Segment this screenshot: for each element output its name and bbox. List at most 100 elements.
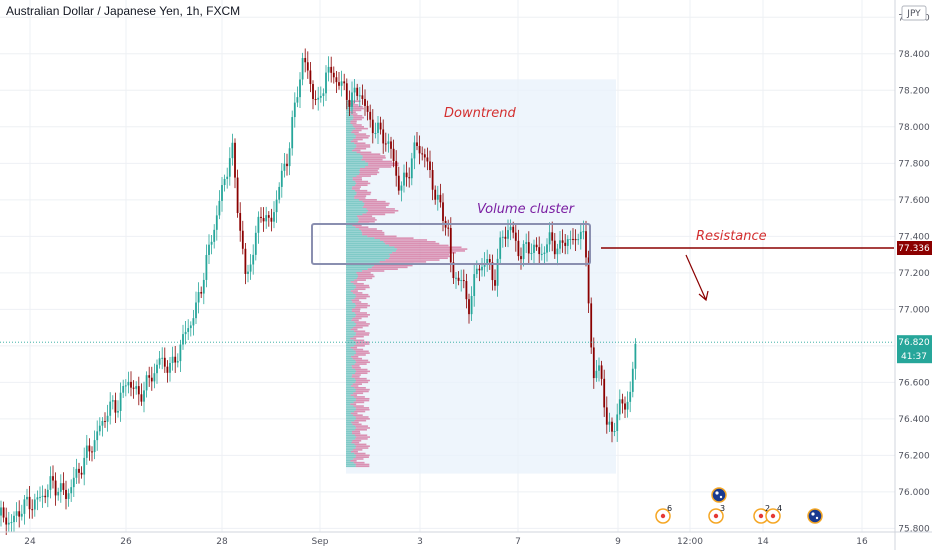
volume-profile-bar-down [350,337,357,340]
candle-body [262,218,265,222]
volume-profile-bar-up [346,140,351,143]
volume-profile-bar-down [357,275,375,278]
volume-cluster-box[interactable] [311,223,591,265]
y-tick-label: 77.400 [898,232,930,242]
volume-profile-bar-down [352,432,361,435]
volume-profile-bar-up [346,171,360,174]
volume-profile-bar-down [350,403,357,406]
candle-body [28,496,31,510]
candle-body [332,72,335,78]
candle-body [509,226,512,231]
candle-body [143,390,145,402]
candle-body [436,194,439,200]
volume-profile-bar-down [389,244,449,247]
volume-profile-bar-up [346,306,355,309]
volume-profile-bar-up [346,151,357,154]
volume-profile-bar-down [356,135,370,137]
candle-body [26,496,28,500]
time-axis[interactable]: 24 26 28 Sep 3 7 9 12:00 14 16 [0,531,932,547]
candle-body [626,401,629,410]
resistance-price-tag: 77.336 [897,241,932,256]
y-tick-label: 77.000 [898,305,930,315]
volume-profile-bar-up [346,323,357,325]
volume-profile-bar-up [346,268,368,270]
bar-countdown: 41:37 [901,352,927,362]
volume-profile-bar-down [392,251,456,254]
volume-profile-bar-down [351,355,359,358]
volume-profile-bar-up [346,142,355,145]
resistance-arrow[interactable] [685,254,709,302]
volume-profile-bar-up [346,346,351,349]
volume-profile-bar-down [352,129,362,132]
chart-title: Australian Dollar / Japanese Yen, 1h, FX… [6,4,241,18]
volume-profile-bar-up [346,465,356,468]
volume-profile-bar-down [351,376,360,378]
candle-body [275,199,278,213]
volume-profile-bar-up [346,432,353,435]
x-tick-label: 9 [615,537,621,547]
volume-profile-bar-down [356,314,370,316]
candle-body [182,334,184,345]
volume-profile-bar-down [356,436,370,438]
candle-body [267,215,270,218]
volume-profile-bar-down [355,332,370,334]
candle-body [582,231,585,233]
volume-profile-bar-up [346,244,390,247]
candle-body [462,280,465,282]
candle-body [535,244,538,248]
candle-body [291,117,294,149]
volume-profile-bar-down [380,239,428,241]
candle-body [595,370,598,379]
volume-profile-bar-down [394,246,462,249]
volume-profile-bar-down [356,370,370,373]
candle-body [65,489,67,499]
candle-body [574,238,577,241]
candle-body [288,148,291,167]
volume-profile-bar-up [346,363,355,365]
volume-profile-bar-up [346,332,356,334]
volume-profile-bar-down [385,259,440,261]
volume-profile-bar-up [346,452,355,455]
candle-body [249,264,252,272]
volume-profile-bar-down [352,186,361,188]
volume-profile-bar-down [352,449,363,451]
candle-body [137,386,140,395]
volume-profile-bar-up [346,299,352,302]
candle-body [325,72,327,94]
volume-profile-bar-up [346,118,353,121]
volume-profile-bar-down [353,282,364,285]
volume-profile-bar-down [353,396,365,398]
volume-profile-bar-up [346,379,357,382]
candle-body [127,381,130,386]
volume-profile-bar-down [350,113,358,115]
volume-profile-bar-up [346,279,355,281]
volume-profile-bar-up [346,456,356,458]
candle-body [449,227,452,263]
volume-profile-bar-down [367,235,397,238]
event-count-label: 3 [720,504,725,513]
candle-body [166,366,169,373]
volume-profile-bar-down [352,357,363,360]
candle-body [327,66,330,73]
australia-flag-icon[interactable] [711,487,727,503]
candle-body [439,194,442,203]
volume-profile-bar-down [367,268,398,270]
volume-profile-bar-down [395,250,466,252]
volume-profile-bar-down [351,450,358,453]
volume-profile-bar-down [354,312,367,314]
candle-body [353,87,356,93]
volume-profile-bar-down [355,352,370,354]
volume-profile-bar-up [346,266,372,269]
candle-body [587,257,590,304]
candle-body [460,280,463,282]
australia-flag-icon[interactable] [807,508,823,524]
candle-body [491,262,494,281]
candle-body [598,365,600,371]
volume-profile-bar-down [352,366,361,369]
volume-profile-bar-down [350,111,356,114]
candle-body [405,172,408,178]
price-axis[interactable]: 75.80076.00076.20076.40076.60076.80077.0… [898,13,930,534]
currency-badge[interactable]: JPY [901,5,927,21]
